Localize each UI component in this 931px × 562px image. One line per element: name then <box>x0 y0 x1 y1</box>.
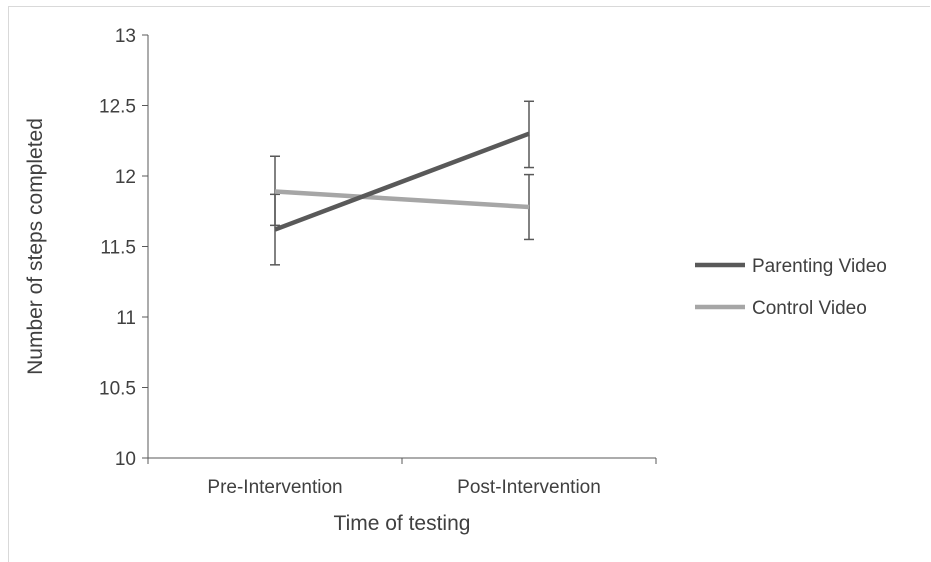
x-tick-label: Pre-Intervention <box>207 477 342 498</box>
legend-label: Control Video <box>752 298 867 319</box>
series-lines <box>274 131 530 232</box>
y-tick-label: 12.5 <box>99 97 136 118</box>
y-tick-label: 10.5 <box>99 379 136 400</box>
y-tick-label: 12 <box>115 167 136 188</box>
y-tick-label: 11 <box>116 308 136 329</box>
y-axis-title: Number of steps completed <box>24 118 47 375</box>
y-tick-label: 13 <box>115 26 136 47</box>
legend: Parenting Video Control Video <box>695 256 887 319</box>
x-tick-label: Post-Intervention <box>457 477 601 498</box>
chart-area <box>8 6 930 562</box>
legend-label: Parenting Video <box>752 256 887 277</box>
x-axis-title: Time of testing <box>334 512 471 535</box>
series-line-parenting-video <box>274 131 530 232</box>
series-line-control-video <box>274 189 530 210</box>
axes: 10 10.5 11 11.5 12 12.5 13 Pre-Intervention Post… <box>99 26 657 498</box>
y-tick-label: 10 <box>115 449 136 470</box>
y-tick-label: 11.5 <box>100 238 136 259</box>
